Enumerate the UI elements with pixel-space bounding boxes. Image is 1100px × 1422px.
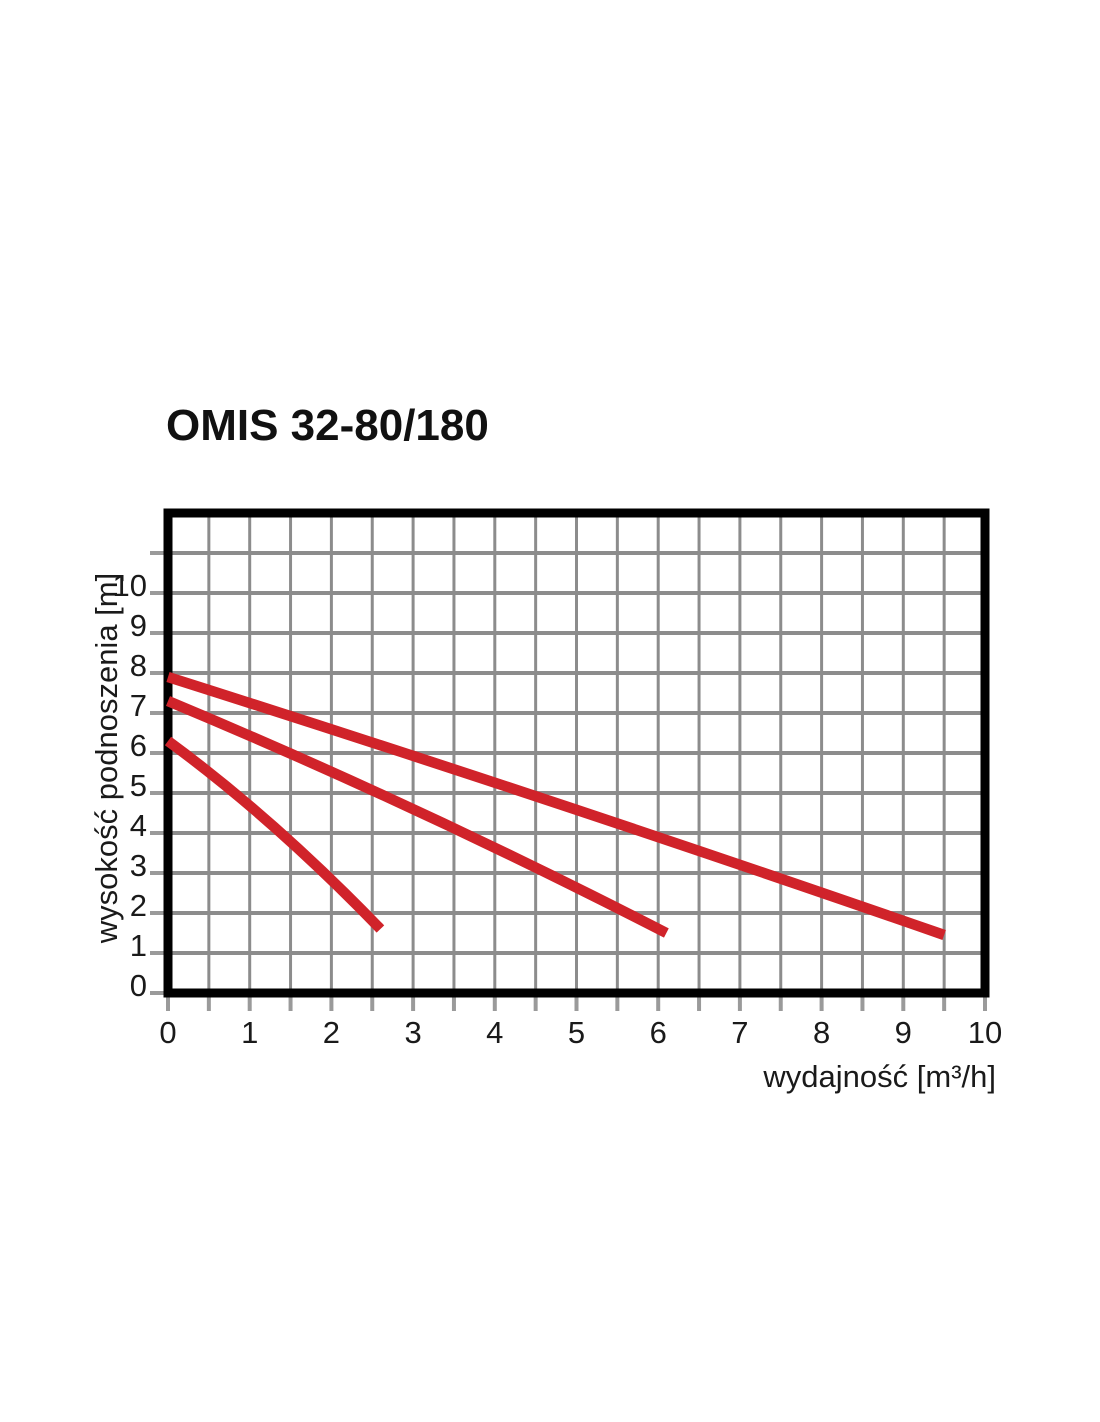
y-tick-label: 6 <box>130 728 147 763</box>
x-tick-label: 6 <box>650 1015 667 1050</box>
y-tick-label: 1 <box>130 928 147 963</box>
x-tick-label: 9 <box>895 1015 912 1050</box>
curve-speed-1 <box>164 736 385 933</box>
y-tick-label: 5 <box>130 768 147 803</box>
x-tick-label: 5 <box>568 1015 585 1050</box>
x-tick-label: 1 <box>241 1015 258 1050</box>
y-tick-label: 2 <box>130 888 147 923</box>
x-tick-label: 2 <box>323 1015 340 1050</box>
plot-border <box>163 508 990 998</box>
y-tick-label: 3 <box>130 848 147 883</box>
x-axis-label: wydajność [m³/h] <box>763 1059 996 1094</box>
y-tick-label: 7 <box>130 688 147 723</box>
chart-title: OMIS 32-80/180 <box>166 401 489 450</box>
y-tick-label: 4 <box>130 808 147 843</box>
x-tick-label: 7 <box>731 1015 748 1050</box>
y-tick-label: 8 <box>130 648 147 683</box>
x-tick-label: 3 <box>404 1015 421 1050</box>
x-tick-label: 8 <box>813 1015 830 1050</box>
curve-speed-2 <box>165 696 669 938</box>
curve-speed-3 <box>166 671 946 940</box>
x-tick-label: 0 <box>159 1015 176 1050</box>
y-tick-label: 10 <box>113 568 147 603</box>
y-tick-label: 9 <box>130 608 147 643</box>
y-axis-label: wysokość podnoszenia [m] <box>89 572 124 944</box>
x-tick-label: 10 <box>968 1015 1002 1050</box>
y-tick-label: 0 <box>130 968 147 1003</box>
x-tick-label: 4 <box>486 1015 503 1050</box>
